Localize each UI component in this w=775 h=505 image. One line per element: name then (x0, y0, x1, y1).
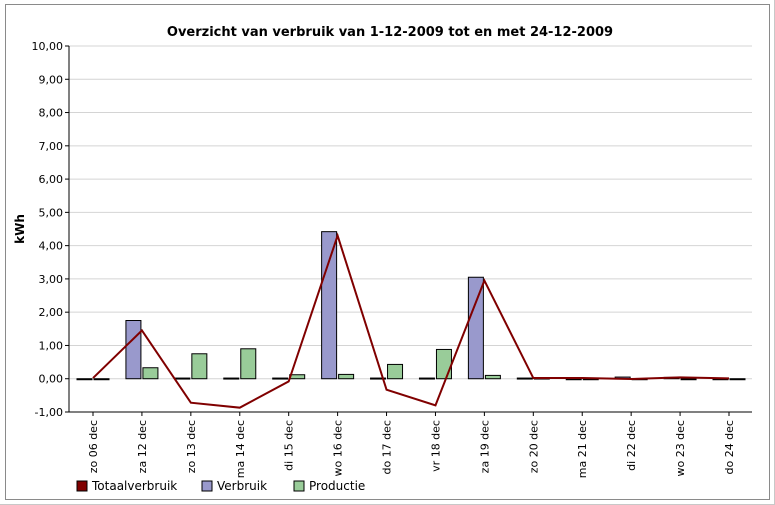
bar-productie (680, 378, 697, 381)
bar-productie (387, 363, 404, 380)
grid-lines (69, 45, 752, 380)
bar-verbruik (272, 377, 289, 380)
bar-productie (289, 374, 306, 380)
bar-productie (484, 374, 501, 380)
axes (68, 46, 752, 413)
chart-title: Overzicht van verbruik van 1-12-2009 tot… (167, 25, 613, 40)
bar-verbruik (370, 377, 387, 380)
legend-label: Verbruik (217, 479, 267, 493)
legend-label: Productie (309, 479, 365, 493)
legend-swatch (76, 480, 88, 492)
y-tick-labels: 10,00 9,00 8,00 7,00 6,00 5,00 4,00 3,00 2,00 1,0… (32, 40, 69, 419)
x-tick-label: za 12 dec (136, 420, 149, 473)
y-tick-label: 1,00 (39, 339, 64, 352)
y-tick-label: 10,00 (32, 40, 64, 53)
x-tick-label: do 17 dec (381, 420, 394, 475)
bar-verbruik (76, 378, 93, 381)
bar-productie (338, 373, 355, 380)
x-tick-label: zo 06 dec (87, 420, 100, 473)
y-tick-label: 6,00 (39, 173, 64, 186)
x-tick-label: vr 18 dec (429, 420, 442, 472)
y-tick-label: 3,00 (39, 273, 64, 286)
bar-verbruik (467, 276, 484, 380)
bar-verbruik (125, 320, 142, 380)
x-tick-label: di 15 dec (283, 420, 296, 471)
x-tick-labels: zo 06 dec za 12 dec zo 13 dec ma 14 dec di 1… (87, 412, 736, 478)
legend-swatch (293, 480, 305, 492)
legend-swatch (201, 480, 213, 492)
x-tick-label: zo 13 dec (185, 420, 198, 473)
bar-verbruik (418, 377, 435, 380)
legend-label: Totaalverbruik (91, 479, 177, 493)
y-tick-label: 9,00 (39, 73, 64, 86)
x-tick-label: zo 20 dec (527, 420, 540, 473)
x-tick-label: do 24 dec (723, 420, 736, 475)
y-tick-label: 2,00 (39, 306, 64, 319)
bar-productie (435, 348, 452, 380)
bar-verbruik (321, 231, 338, 380)
y-tick-label: 7,00 (39, 140, 64, 153)
bar-verbruik (174, 377, 191, 380)
bar-productie (729, 378, 746, 381)
y-tick-label: 8,00 (39, 107, 64, 120)
bar-verbruik (516, 377, 533, 380)
y-tick-label: -1,00 (35, 406, 63, 419)
y-axis-label: kWh (13, 214, 27, 244)
x-tick-label: wo 23 dec (674, 420, 687, 477)
bar-verbruik (223, 377, 240, 380)
x-tick-label: ma 21 dec (576, 420, 589, 478)
chart-panel (5, 4, 770, 500)
bars (76, 231, 746, 381)
bar-productie (93, 378, 110, 381)
x-tick-label: ma 14 dec (234, 420, 247, 478)
y-tick-label: 0,00 (39, 373, 64, 386)
legend: Totaalverbruik Verbruik Productie (76, 479, 365, 493)
series-line-totaalverbruik (92, 232, 730, 409)
bar-productie (142, 367, 159, 380)
line-series (92, 232, 730, 409)
bar-productie (191, 353, 208, 380)
x-tick-label: wo 16 dec (332, 420, 345, 477)
y-tick-label: 5,00 (39, 206, 64, 219)
bar-productie (240, 348, 257, 380)
x-tick-label: za 19 dec (478, 420, 491, 473)
x-tick-label: di 22 dec (625, 420, 638, 471)
y-tick-label: 4,00 (39, 240, 64, 253)
